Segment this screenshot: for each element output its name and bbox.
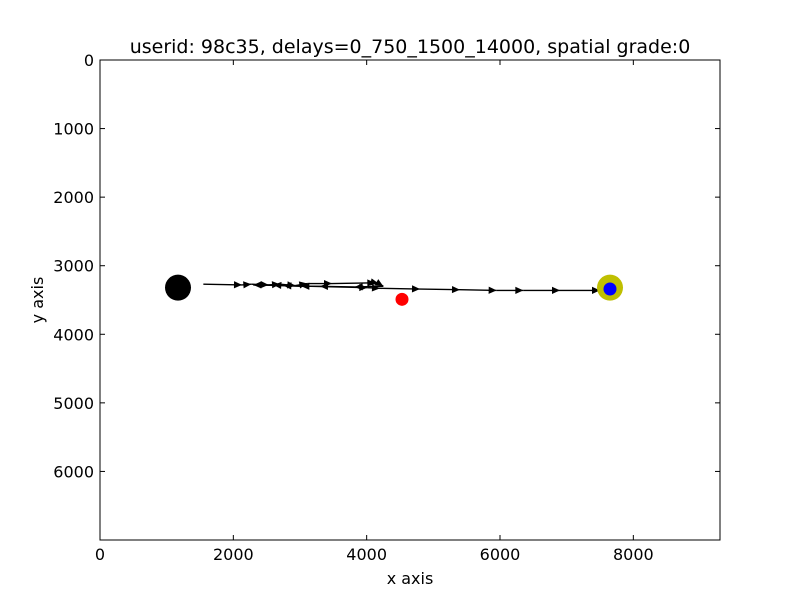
y-axis-label: y axis: [28, 277, 47, 324]
x-tick-label: 0: [95, 545, 105, 564]
axis-ticks: 0 2000 4000 6000 8000 0 1000 2000 3000 4000 5000 60…: [53, 51, 720, 564]
red-point-marker: [395, 292, 409, 306]
blue-point-marker: [603, 282, 617, 296]
y-tick-label: 5000: [53, 394, 94, 413]
plot-area: [165, 274, 623, 306]
plot-content: [165, 274, 623, 306]
y-tick-label: 3000: [53, 257, 94, 276]
path-arrowhead: [552, 286, 560, 294]
y-tick-label: 6000: [53, 462, 94, 481]
path-arrowhead: [371, 284, 380, 292]
path-arrowhead: [488, 286, 497, 294]
path-arrowhead: [233, 281, 242, 289]
black-target-marker: [165, 274, 191, 301]
y-tick-label: 4000: [53, 325, 94, 344]
path-arrowhead: [451, 285, 460, 294]
y-tick-label: 0: [84, 51, 94, 70]
path-arrowhead: [243, 281, 252, 289]
x-tick-label: 6000: [480, 545, 521, 564]
chart-title: userid: 98c35, delays=0_750_1500_14000, …: [130, 36, 691, 58]
x-tick-label: 8000: [613, 545, 654, 564]
x-axis-label: x axis: [387, 569, 434, 588]
path-arrowhead: [374, 279, 384, 287]
x-tick-label: 2000: [213, 545, 254, 564]
path-arrowhead: [359, 283, 368, 292]
plot-frame: [99, 59, 721, 541]
y-tick-label: 1000: [53, 120, 94, 139]
path-arrowhead: [515, 286, 524, 294]
path-segment: [253, 284, 368, 289]
path-arrowhead: [592, 286, 600, 294]
y-tick-label: 2000: [53, 188, 94, 207]
path-arrowhead: [411, 285, 420, 293]
x-tick-label: 4000: [346, 545, 387, 564]
